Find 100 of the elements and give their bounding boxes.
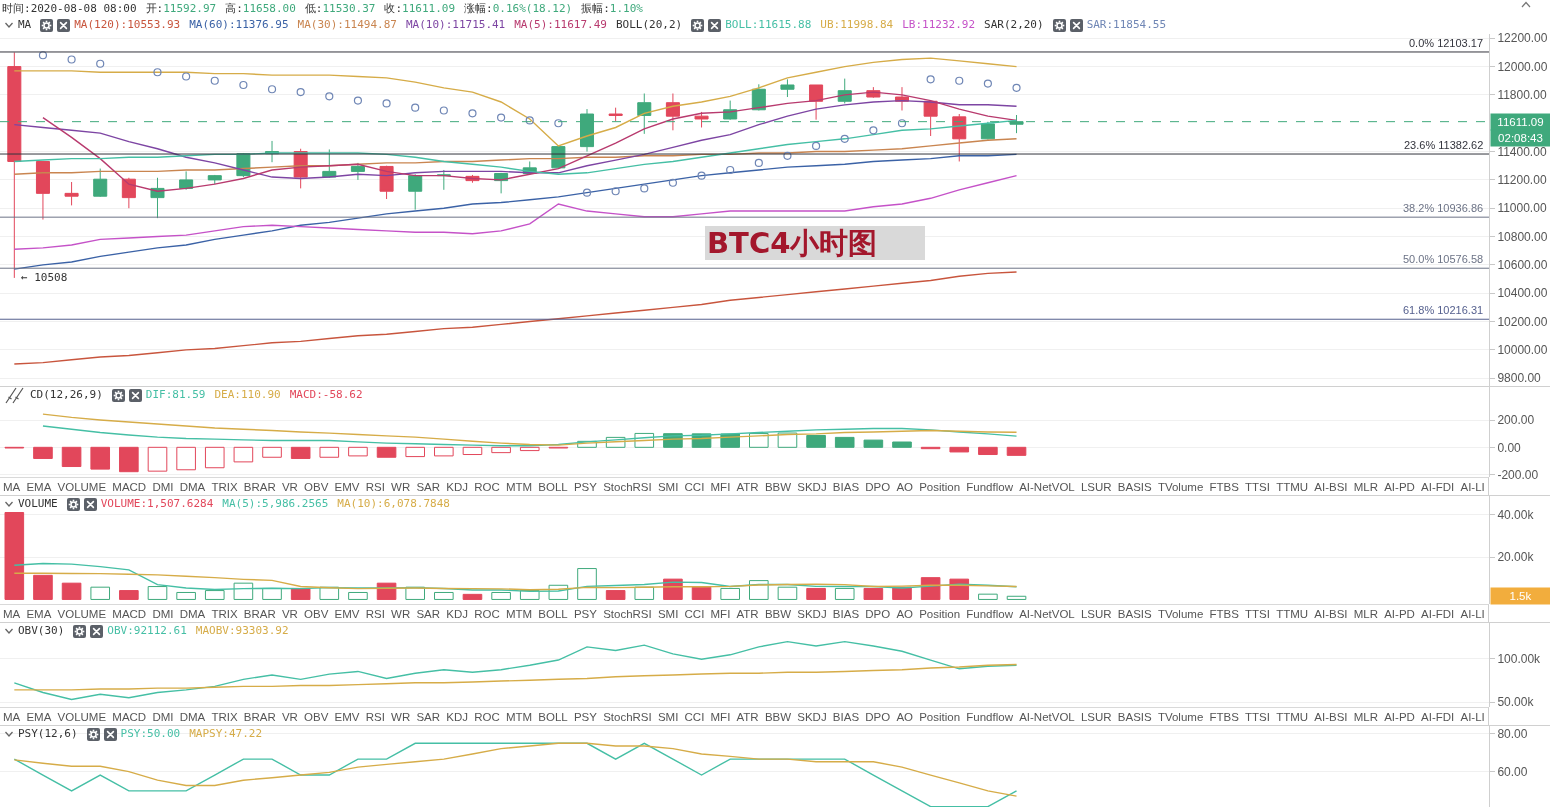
- line-series: [13, 271, 1018, 365]
- bar: [262, 446, 282, 458]
- text: SAR(2,20): [984, 18, 1044, 32]
- text: 涨幅:0.16%(18.12): [464, 2, 573, 15]
- point: [640, 184, 649, 193]
- point: [239, 80, 248, 90]
- candlestick: [93, 168, 108, 198]
- text: MA: [18, 18, 32, 32]
- y-tick-label: 50.00k: [1497, 695, 1535, 710]
- y-tick-label: 60.00: [1497, 765, 1528, 780]
- bar: [176, 591, 196, 600]
- y-tick-label: 80.00: [1497, 727, 1528, 741]
- text: BOLL(20,2): [615, 18, 683, 32]
- bar: [777, 586, 798, 600]
- point: [153, 68, 162, 77]
- bar: [204, 446, 225, 469]
- point: [897, 119, 907, 128]
- point: [697, 171, 706, 180]
- point: [726, 165, 735, 175]
- bar: [806, 587, 826, 600]
- line-series: [13, 572, 1018, 591]
- y-tick-label: 11800.00: [1497, 88, 1547, 103]
- text: 1.5k: [1509, 590, 1532, 602]
- y-tick-label: 0.00: [1497, 440, 1522, 455]
- candlestick: [694, 111, 709, 128]
- text: MA(10):6,078.7848: [337, 497, 450, 511]
- point: [1012, 83, 1021, 92]
- text: MA(5):11617.49: [514, 18, 607, 32]
- bar: [176, 446, 196, 471]
- bar: [348, 446, 368, 457]
- text: MA(10):11715.41: [405, 18, 506, 32]
- candlestick: [64, 181, 79, 206]
- point: [182, 72, 191, 81]
- y-tick-label: 12000.00: [1497, 59, 1548, 74]
- bar: [949, 578, 970, 600]
- point: [668, 178, 678, 187]
- point: [468, 109, 477, 118]
- bar: [348, 591, 368, 600]
- bar: [806, 434, 826, 448]
- text: MA(60):11376.95: [189, 18, 289, 32]
- candlestick: [923, 100, 938, 137]
- candlestick: [408, 173, 423, 211]
- bar: [634, 586, 655, 600]
- bar: [892, 441, 912, 448]
- point: [754, 158, 763, 167]
- bar: [462, 593, 483, 600]
- annotation: OBV(30): [18, 624, 65, 638]
- y-tick-label: 100.00k: [1497, 651, 1542, 666]
- point: [67, 55, 76, 64]
- annotation: VOLUME: [18, 497, 58, 511]
- point: [611, 187, 620, 196]
- text: DEA:110.90: [214, 388, 281, 402]
- point: [983, 79, 992, 88]
- line-series: [13, 640, 1018, 701]
- line-series: [13, 57, 1018, 147]
- bar: [920, 577, 941, 600]
- y-tick-label: 12200.00: [1497, 31, 1548, 46]
- point: [411, 103, 420, 112]
- bar: [119, 446, 139, 473]
- bar: [90, 586, 111, 600]
- y-tick-label: 10800.00: [1497, 229, 1548, 244]
- point: [382, 99, 391, 108]
- annotation: BTC4小时图: [705, 226, 926, 260]
- bar: [33, 446, 53, 459]
- bar: [720, 587, 740, 600]
- point: [955, 76, 964, 85]
- bar: [147, 446, 168, 472]
- line-series: [13, 99, 1018, 180]
- text: 高:11658.00: [225, 2, 296, 15]
- ref-line-label: 50.0% 10576.58: [1403, 253, 1484, 265]
- point: [325, 92, 334, 101]
- line-series: [42, 413, 1018, 446]
- annotation: CD(12,26,9): [30, 388, 103, 402]
- candlestick: [350, 162, 365, 181]
- text: VOLUME:1,507.6284: [100, 497, 214, 511]
- text: LB:11232.92: [902, 18, 976, 32]
- point: [840, 134, 849, 143]
- bar: [90, 446, 111, 470]
- text: MAPSY:47.22: [189, 727, 263, 741]
- point: [38, 51, 48, 60]
- bar: [61, 582, 82, 600]
- point: [497, 113, 506, 122]
- bar: [978, 446, 998, 456]
- bar: [491, 446, 511, 454]
- candlestick: [379, 165, 394, 200]
- text: 开:11592.97: [145, 2, 217, 15]
- y-tick-label: 10400.00: [1497, 286, 1548, 301]
- candlestick: [121, 177, 136, 209]
- text: MAOBV:93303.92: [195, 624, 289, 638]
- bar: [605, 590, 626, 600]
- point: [439, 106, 448, 115]
- bar: [434, 446, 454, 457]
- point: [869, 126, 878, 135]
- text: PSY:50.00: [120, 727, 181, 741]
- candlestick: [7, 51, 22, 279]
- bar: [262, 587, 282, 600]
- text: DIF:81.59: [145, 388, 206, 402]
- text: MA(30):11494.87: [297, 18, 397, 32]
- bar: [863, 587, 884, 600]
- line-series: [13, 663, 1018, 691]
